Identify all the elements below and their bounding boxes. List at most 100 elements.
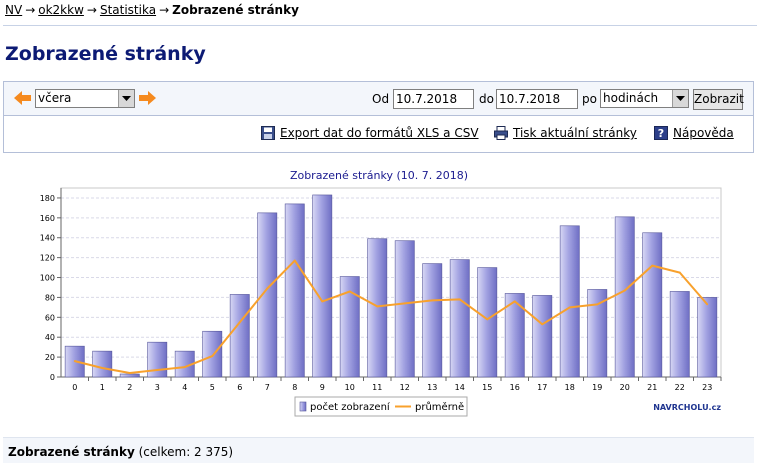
chart-bar <box>669 291 690 378</box>
breadcrumb-separator: → <box>25 3 36 17</box>
printer-icon <box>494 126 508 140</box>
chart-bar <box>284 203 305 378</box>
chevron-down-icon <box>118 90 134 107</box>
next-period-button[interactable] <box>138 91 156 105</box>
x-axis-tick-label: 6 <box>237 383 242 392</box>
to-label: do <box>479 92 494 106</box>
breadcrumb-link-statistika[interactable]: Statistika <box>99 3 157 17</box>
by-label: po <box>582 92 597 106</box>
legend-swatch-bars <box>299 401 307 412</box>
y-axis-tick-label: 180 <box>40 194 55 203</box>
export-link[interactable]: Export dat do formátů XLS a CSV <box>261 126 479 140</box>
average-point <box>458 298 461 301</box>
show-button[interactable]: Zobrazit <box>693 89 744 110</box>
breadcrumb-separator: → <box>159 3 170 17</box>
chart-legend: počet zobrazení průměrně <box>294 396 468 417</box>
average-point <box>183 366 186 368</box>
legend-label-bars: počet zobrazení <box>310 401 391 413</box>
x-axis-tick-label: 17 <box>537 383 547 392</box>
x-axis-tick-label: 23 <box>702 383 712 392</box>
average-point <box>678 271 681 274</box>
breadcrumb-link-ok2kkw[interactable]: ok2kkw <box>38 3 84 17</box>
x-axis-tick-label: 13 <box>427 383 437 392</box>
breadcrumb: NV → ok2kkw → Statistika → Zobrazené stránky <box>5 3 299 17</box>
x-axis-tick-label: 4 <box>182 383 187 392</box>
legend-box <box>294 396 468 417</box>
average-point <box>431 299 434 302</box>
average-point <box>403 302 406 305</box>
y-axis-tick-label: 80 <box>45 293 55 302</box>
from-label: Od <box>372 92 390 106</box>
summary-total: (celkem: 2 375) <box>138 445 234 459</box>
x-axis-tick-label: 16 <box>510 383 520 392</box>
x-axis-tick-label: 20 <box>620 383 630 392</box>
granularity-select-value: hodinách <box>603 91 659 105</box>
arrow-right-icon <box>139 91 156 105</box>
filter-row: včera Od 10.7.2018 do 10.7.2018 po hodin… <box>4 82 753 116</box>
x-axis-tick-label: 5 <box>210 383 215 392</box>
breadcrumb-current: Zobrazené stránky <box>172 3 299 17</box>
prev-period-button[interactable] <box>14 91 32 105</box>
svg-text:?: ? <box>658 127 664 140</box>
average-point <box>128 372 131 374</box>
help-link[interactable]: ? Nápověda <box>654 126 734 140</box>
average-point <box>348 290 351 293</box>
average-point <box>156 369 159 371</box>
floppy-disk-icon <box>261 126 275 140</box>
chart-bar <box>119 373 140 378</box>
breadcrumb-separator: → <box>86 3 97 17</box>
chart-bar <box>697 297 718 378</box>
page-title: Zobrazené stránky <box>5 43 206 65</box>
chart-bar <box>92 350 113 378</box>
chart-bar <box>147 341 168 378</box>
chart-bar <box>394 240 415 378</box>
actions-row: Export dat do formátů XLS a CSV Tisk akt… <box>4 117 753 153</box>
y-axis-tick-label: 60 <box>45 313 55 322</box>
chart-bar <box>257 212 278 378</box>
chart-bar <box>312 194 333 378</box>
chart-bar <box>504 293 525 378</box>
average-line <box>74 259 709 374</box>
x-axis-tick-label: 14 <box>455 383 465 392</box>
average-point <box>101 367 104 369</box>
x-axis-tick-label: 11 <box>372 383 382 392</box>
y-axis-tick-label: 0 <box>50 373 55 382</box>
header-divider <box>3 25 757 26</box>
average-point <box>541 323 544 326</box>
help-question-icon: ? <box>654 126 668 140</box>
chart-bar <box>614 216 635 378</box>
help-link-text[interactable]: Nápověda <box>673 126 734 140</box>
y-axis-tick-label: 20 <box>45 353 55 362</box>
chart-bar <box>642 232 663 378</box>
pageviews-chart: Zobrazené stránky (10. 7. 2018) 02040608… <box>40 169 722 417</box>
average-point <box>211 355 214 358</box>
print-link-text[interactable]: Tisk aktuální stránky <box>513 126 637 140</box>
average-point <box>73 360 76 362</box>
chart-bar <box>422 263 443 378</box>
average-point <box>293 259 296 262</box>
breadcrumb-link-nv[interactable]: NV <box>5 3 23 17</box>
chart-watermark: NAVRCHOLU.cz <box>653 403 721 412</box>
chart-bar <box>559 225 580 378</box>
x-axis-tick-label: 10 <box>345 383 355 392</box>
average-point <box>321 300 324 303</box>
chart-title: Zobrazené stránky (10. 7. 2018) <box>290 169 468 182</box>
x-axis-tick-label: 21 <box>647 383 657 392</box>
average-point <box>238 321 241 324</box>
chevron-down-icon <box>672 90 688 107</box>
legend-label-line: průměrně <box>415 401 464 413</box>
period-select[interactable]: včera <box>35 89 135 108</box>
export-link-text[interactable]: Export dat do formátů XLS a CSV <box>280 126 479 140</box>
chart-bar <box>367 238 388 378</box>
to-date-input[interactable]: 10.7.2018 <box>496 89 578 109</box>
x-axis-tick-label: 7 <box>265 383 270 392</box>
print-link[interactable]: Tisk aktuální stránky <box>494 126 637 140</box>
average-point <box>706 303 709 306</box>
granularity-select[interactable]: hodinách <box>600 89 689 108</box>
chart-bar <box>202 330 223 378</box>
chart-bar <box>587 289 608 378</box>
x-axis-tick-label: 0 <box>72 383 77 392</box>
average-point <box>651 264 654 267</box>
from-date-input[interactable]: 10.7.2018 <box>393 89 474 109</box>
average-point <box>596 303 599 306</box>
